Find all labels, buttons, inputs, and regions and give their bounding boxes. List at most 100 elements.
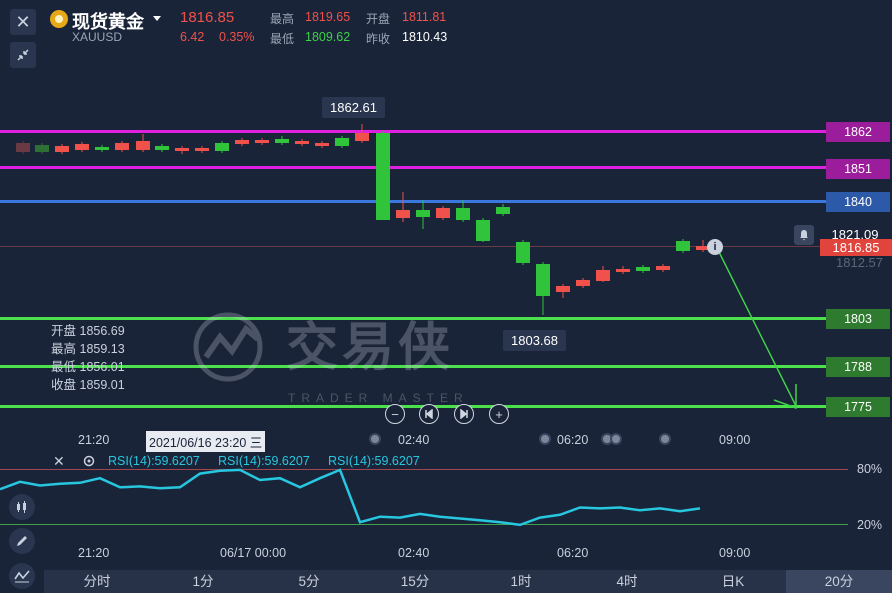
candle-body[interactable] xyxy=(295,141,309,144)
candle-body[interactable] xyxy=(656,266,670,270)
ohlc-close-value: 1859.01 xyxy=(79,378,125,392)
timeframe-tab[interactable]: 5分 xyxy=(298,574,320,589)
candle-body[interactable] xyxy=(275,139,289,143)
candle-body[interactable] xyxy=(115,143,129,150)
main-chart[interactable]: 1862 1851 1840 1803 1788 1775 1821.09 18… xyxy=(0,0,892,430)
candle-body[interactable] xyxy=(315,143,329,146)
rsi-line xyxy=(0,468,701,527)
candle-body[interactable] xyxy=(376,133,390,220)
candle-body[interactable] xyxy=(556,286,570,292)
watermark-sub: TRADER MASTER xyxy=(288,391,469,405)
crosshair-time-label: 2021/06/16 23:20 三 xyxy=(146,431,266,452)
candle-body[interactable] xyxy=(696,246,710,250)
time-tick: 09:00 xyxy=(719,433,751,447)
candlestick-series xyxy=(16,124,710,315)
settings-icon[interactable] xyxy=(82,454,96,473)
level-line-1862[interactable] xyxy=(0,130,826,133)
level-line-1803[interactable] xyxy=(0,317,826,320)
timeframe-tab[interactable]: 15分 xyxy=(400,574,430,589)
high-label: 最高 xyxy=(270,12,295,26)
candle-body[interactable] xyxy=(456,208,470,220)
candle-body[interactable] xyxy=(436,208,450,218)
last-price-tag: 1816.85 xyxy=(820,239,892,256)
candle-body[interactable] xyxy=(576,280,590,286)
pen-icon[interactable] xyxy=(9,528,35,554)
dropdown-icon[interactable] xyxy=(153,16,161,21)
timeframe-tab[interactable]: 1时 xyxy=(510,574,532,589)
high-value: 1819.65 xyxy=(305,10,351,24)
candle-body[interactable] xyxy=(516,242,530,263)
next-icon[interactable] xyxy=(454,404,474,424)
instrument-title[interactable]: 现货黄金 xyxy=(72,12,144,32)
candle-body[interactable] xyxy=(16,143,30,152)
candle-body[interactable] xyxy=(75,144,89,150)
candle-body[interactable] xyxy=(476,220,490,241)
candle-body[interactable] xyxy=(55,146,69,152)
shrink-icon[interactable] xyxy=(10,42,36,68)
ohlc-high-value: 1859.13 xyxy=(79,342,125,356)
close-icon[interactable]: ✕ xyxy=(10,9,36,35)
candle-body[interactable] xyxy=(416,210,430,217)
event-marker[interactable] xyxy=(369,433,381,445)
low-value: 1809.62 xyxy=(305,30,351,44)
rsi-label: RSI(14):59.6207 xyxy=(108,454,200,468)
rsi-header: ✕ RSI(14):59.6207 RSI(14):59.6207 RSI(14… xyxy=(0,453,892,471)
time-tick: 09:00 xyxy=(719,546,751,560)
timeframe-tab[interactable]: 分时 xyxy=(83,574,111,589)
candle-body[interactable] xyxy=(636,267,650,271)
event-marker[interactable] xyxy=(659,433,671,445)
event-marker[interactable] xyxy=(610,433,622,445)
candle-body[interactable] xyxy=(195,148,209,151)
level-tag-1788: 1788 xyxy=(826,357,890,377)
candle-body[interactable] xyxy=(496,207,510,214)
candle-body[interactable] xyxy=(136,141,150,150)
candle-body[interactable] xyxy=(396,210,410,218)
time-tick: 02:40 xyxy=(398,433,430,447)
candle-body[interactable] xyxy=(95,147,109,150)
event-marker[interactable] xyxy=(539,433,551,445)
candle-body[interactable] xyxy=(536,264,550,296)
rsi-close-icon[interactable]: ✕ xyxy=(53,453,65,469)
timeframe-tab[interactable]: 4时 xyxy=(616,574,638,589)
candle-icon[interactable] xyxy=(9,494,35,520)
candle-body[interactable] xyxy=(235,140,249,144)
candle-body[interactable] xyxy=(155,146,169,150)
timeframe-bar: 分时 1分 5分 15分 1时 4时 日K 20分 xyxy=(44,570,892,593)
open-label: 开盘 xyxy=(366,12,391,26)
level-line-1788[interactable] xyxy=(0,365,826,368)
candle-body[interactable] xyxy=(355,133,369,141)
ohlc-open-label: 开盘 xyxy=(51,324,77,338)
timeframe-tab[interactable]: 1分 xyxy=(192,574,214,589)
candle-body[interactable] xyxy=(616,269,630,272)
level-line-1851[interactable] xyxy=(0,166,826,169)
main-time-axis: 21:20 2021/06/16 23:20 三 02:40 06:20 09:… xyxy=(0,430,892,452)
ohlc-close-label: 收盘 xyxy=(51,378,77,392)
level-line-1775[interactable] xyxy=(0,405,826,408)
info-icon[interactable]: i xyxy=(707,239,723,255)
watermark-logo-icon xyxy=(193,312,263,382)
timeframe-tab[interactable]: 日K xyxy=(721,574,745,589)
zoom-out-icon[interactable]: − xyxy=(385,404,405,424)
indicator-icon[interactable] xyxy=(9,563,35,589)
candle-body[interactable] xyxy=(596,270,610,281)
zoom-in-icon[interactable]: + xyxy=(489,404,509,424)
candle-body[interactable] xyxy=(255,140,269,143)
candle-body[interactable] xyxy=(215,143,229,151)
rsi-20-label: 20% xyxy=(857,518,883,532)
timeframe-tab-active[interactable]: 20分 xyxy=(786,570,892,593)
candle-body[interactable] xyxy=(35,145,49,152)
rsi-polyline xyxy=(0,468,701,527)
gold-coin-icon xyxy=(50,10,68,28)
prev-icon[interactable] xyxy=(419,404,439,424)
rsi-panel[interactable]: 80% 20% xyxy=(0,460,892,546)
high-annotation: 1862.61 xyxy=(322,97,385,118)
watermark-brand: 交易侠 xyxy=(286,319,455,377)
candle-body[interactable] xyxy=(676,241,690,251)
level-line-1840[interactable] xyxy=(0,200,826,203)
price-change: 6.42 xyxy=(180,30,205,44)
time-tick: 06/17 00:00 xyxy=(220,546,287,560)
ohlc-open-value: 1856.69 xyxy=(79,324,125,338)
bell-icon[interactable] xyxy=(794,225,814,245)
candle-body[interactable] xyxy=(175,148,189,151)
candle-body[interactable] xyxy=(335,138,349,146)
